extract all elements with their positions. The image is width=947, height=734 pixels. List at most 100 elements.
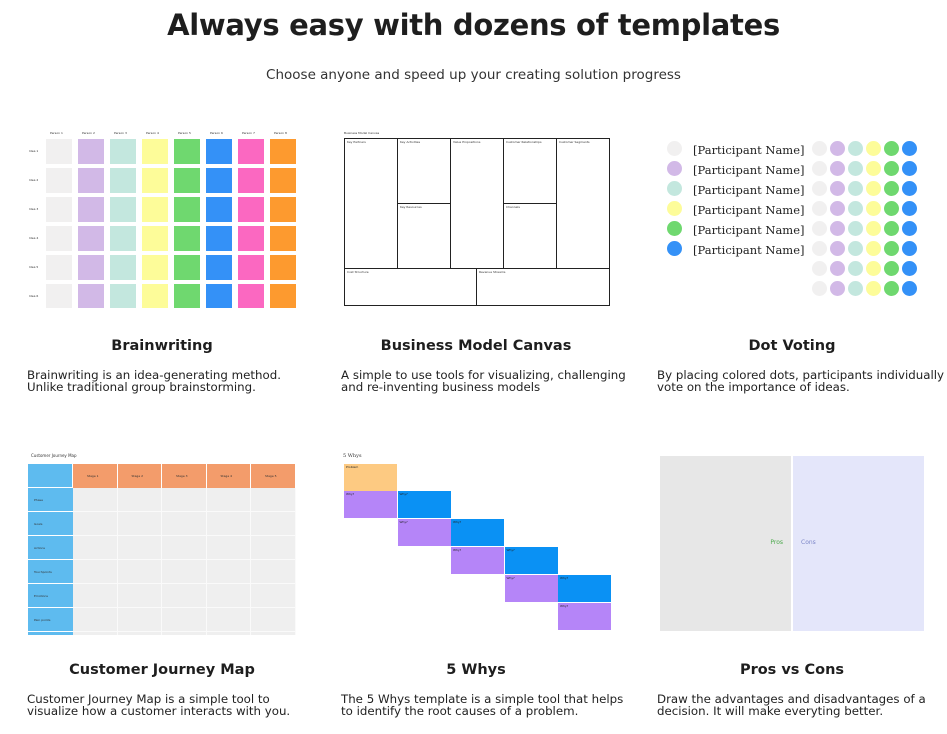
bmc-box-label: Cost Structure — [347, 270, 369, 274]
vote-dot — [812, 281, 827, 296]
vote-dot — [848, 261, 863, 276]
vote-dot — [902, 201, 917, 216]
brainwriting-cell — [174, 226, 200, 251]
vote-dot — [866, 261, 881, 276]
template-name-pros-vs-cons[interactable]: Pros vs Cons — [739, 662, 845, 678]
business-model-canvas-preview[interactable]: Business Model Canvas Key Partners Key Act… — [340, 128, 614, 308]
vote-dot — [848, 201, 863, 216]
participant-dot — [667, 241, 682, 256]
brainwriting-column-label: Person 6 — [210, 131, 223, 135]
brainwriting-cell — [238, 284, 264, 308]
participant-name: [Participant Name] — [693, 183, 805, 197]
vote-dot — [866, 201, 881, 216]
cjm-cell — [162, 632, 207, 635]
brainwriting-cell — [78, 168, 104, 193]
template-name-five-whys[interactable]: 5 Whys — [446, 662, 506, 678]
whys-why-box: Why? — [344, 491, 397, 518]
brainwriting-column-label: Person 8 — [274, 131, 287, 135]
cjm-row-header: Touchpoints — [28, 560, 73, 584]
page-title: Always easy with dozens of templates — [167, 8, 780, 42]
cjm-cell — [206, 632, 251, 635]
brainwriting-cell — [270, 197, 296, 222]
vote-dot — [812, 141, 827, 156]
cjm-stage-header: Stage 1 — [73, 464, 118, 488]
cjm-stage-label: Stage 4 — [220, 474, 233, 478]
brainwriting-cell — [110, 255, 136, 280]
whys-answer-label: Why? — [453, 520, 462, 524]
brainwriting-column-label: Person 1 — [50, 131, 63, 135]
vote-dot — [902, 141, 917, 156]
bmc-box-revenue-streams: Revenue Streams — [476, 268, 610, 306]
brainwriting-cell — [46, 255, 72, 280]
whys-why-box: Why? — [504, 575, 558, 602]
bmc-box-label: Key Partners — [347, 140, 366, 144]
vote-dot — [902, 221, 917, 236]
whys-answer-box: Why? — [558, 575, 611, 602]
whys-why-box: Why? — [558, 603, 611, 630]
brainwriting-cell — [270, 255, 296, 280]
brainwriting-cell — [142, 226, 168, 251]
cjm-cell — [117, 560, 162, 584]
whys-title: 5 Whys — [343, 453, 362, 459]
vote-dot — [884, 261, 899, 276]
pros-vs-cons-preview[interactable]: Pros Cons — [660, 456, 924, 631]
bmc-box-label: Customer Segments — [559, 140, 590, 144]
vote-dot — [866, 281, 881, 296]
cjm-cell — [162, 608, 207, 632]
brainwriting-cell — [110, 139, 136, 164]
brainwriting-cell — [174, 168, 200, 193]
brainwriting-cell — [270, 168, 296, 193]
template-name-customer-journey-map[interactable]: Customer Journey Map — [69, 662, 255, 678]
cjm-cell — [251, 632, 296, 635]
cjm-row-header: Ideas — [28, 632, 73, 635]
vote-dot — [830, 221, 845, 236]
vote-dot — [830, 161, 845, 176]
brainwriting-column-label: Person 2 — [82, 131, 95, 135]
vote-dot — [902, 161, 917, 176]
template-description-business-model-canvas: A simple to use tools for visualizing, c… — [341, 368, 626, 394]
brainwriting-cell — [238, 139, 264, 164]
pros-label: Pros — [770, 539, 783, 546]
brainwriting-cell — [238, 168, 264, 193]
brainwriting-cell — [206, 139, 232, 164]
brainwriting-cell — [270, 139, 296, 164]
bmc-box-label: Key Resources — [400, 205, 422, 209]
cjm-cell — [206, 488, 251, 512]
template-name-dot-voting[interactable]: Dot Voting — [748, 338, 836, 354]
brainwriting-cell — [174, 197, 200, 222]
cjm-cell — [162, 536, 207, 560]
brainwriting-column-label: Person 4 — [146, 131, 159, 135]
brainwriting-cell — [110, 197, 136, 222]
cjm-row-header: Pain points — [28, 608, 73, 632]
brainwriting-cell — [142, 284, 168, 308]
template-description-five-whys: The 5 Whys template is a simple tool tha… — [341, 692, 624, 718]
whys-answer-label: Why? — [506, 548, 515, 552]
vote-dot — [830, 141, 845, 156]
five-whys-preview[interactable]: 5 Whys Problem Why? Why? Why? Why? Why? Why? Why… — [340, 450, 614, 635]
template-name-brainwriting[interactable]: Brainwriting — [111, 338, 213, 354]
vote-dot — [830, 181, 845, 196]
template-description-pros-vs-cons: Draw the advantages and disadvantages of… — [657, 692, 926, 718]
dot-voting-preview[interactable]: [Participant Name] [Participant Name] [Par… — [660, 132, 922, 302]
cjm-stage-header: Stage 2 — [117, 464, 162, 488]
vote-dot — [902, 261, 917, 276]
participant-dot — [667, 221, 682, 236]
brainwriting-preview[interactable]: Person 1 Person 2 Person 3 Person 4 Person 5… — [27, 128, 297, 308]
bmc-box-label: Revenue Streams — [479, 270, 506, 274]
vote-dot — [884, 181, 899, 196]
brainwriting-cell — [78, 284, 104, 308]
whys-why-label: Why? — [346, 492, 355, 496]
cjm-cell — [117, 608, 162, 632]
brainwriting-cell — [142, 197, 168, 222]
template-name-business-model-canvas[interactable]: Business Model Canvas — [380, 338, 572, 354]
whys-why-box: Why? — [397, 519, 451, 546]
brainwriting-cell — [110, 284, 136, 308]
customer-journey-map-preview[interactable]: Customer Journey Map Stage 1 Stage 2 Stage … — [27, 450, 297, 635]
cjm-cell — [206, 584, 251, 608]
cjm-stage-label: Stage 1 — [87, 474, 99, 478]
brainwriting-cell — [206, 197, 232, 222]
cjm-stage-label: Stage 3 — [176, 474, 188, 478]
cjm-cell — [162, 584, 207, 608]
cjm-stage-label: Stage 2 — [131, 474, 144, 478]
brainwriting-column-label: Person 5 — [178, 131, 191, 135]
